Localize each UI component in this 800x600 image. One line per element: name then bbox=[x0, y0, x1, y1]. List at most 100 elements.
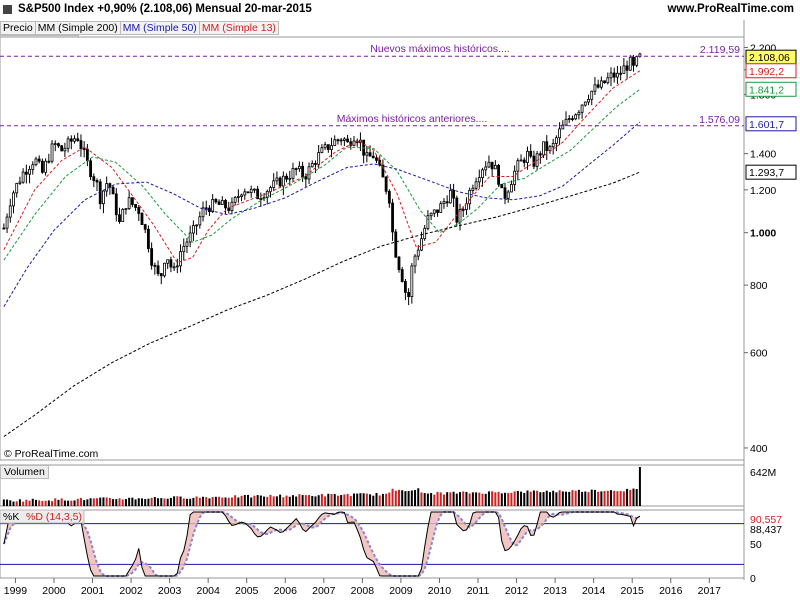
volume-bar-14 bbox=[47, 500, 50, 506]
candle-body-90 bbox=[291, 168, 295, 179]
volume-bar-91 bbox=[295, 496, 298, 506]
candle-body-123 bbox=[397, 256, 401, 271]
candle-body-35 bbox=[114, 193, 118, 216]
candle-body-41 bbox=[134, 204, 137, 208]
candle-body-29 bbox=[95, 180, 99, 183]
volume-bar-170 bbox=[548, 492, 551, 506]
volume-bar-177 bbox=[571, 490, 574, 506]
candle-body-66 bbox=[214, 199, 218, 203]
volume-bar-5 bbox=[18, 499, 21, 506]
candle-body-176 bbox=[567, 118, 571, 120]
candle-body-37 bbox=[121, 209, 125, 222]
volume-bar-185 bbox=[597, 491, 600, 506]
candle-body-155 bbox=[500, 183, 504, 189]
volume-bar-84 bbox=[272, 496, 275, 506]
volume-bar-140 bbox=[452, 491, 455, 506]
volume-bar-31 bbox=[102, 497, 105, 506]
candle-body-0 bbox=[2, 227, 6, 230]
candle-body-175 bbox=[564, 118, 568, 126]
candle-body-20 bbox=[66, 138, 70, 149]
volume-bar-197 bbox=[635, 489, 638, 506]
candle-body-102 bbox=[330, 145, 333, 150]
candle-body-162 bbox=[522, 159, 526, 163]
volume-bar-50 bbox=[163, 498, 166, 506]
volume-bar-179 bbox=[577, 489, 580, 506]
volume-bar-52 bbox=[169, 497, 172, 506]
price-tag-box-1 bbox=[745, 63, 797, 79]
candle-body-120 bbox=[387, 190, 391, 204]
volume-bar-115 bbox=[372, 495, 375, 506]
candle-body-172 bbox=[554, 137, 558, 144]
candle-body-136 bbox=[439, 203, 443, 213]
candle-body-134 bbox=[432, 209, 436, 214]
candle-body-151 bbox=[487, 161, 491, 168]
volume-bar-129 bbox=[417, 488, 420, 506]
candle-body-95 bbox=[307, 166, 311, 180]
volume-bar-29 bbox=[96, 498, 99, 506]
volume-bar-78 bbox=[253, 495, 256, 506]
legend-item-2[interactable]: MM (Simple 50) bbox=[120, 21, 200, 35]
volume-bar-167 bbox=[539, 492, 542, 506]
candle-body-27 bbox=[89, 160, 92, 178]
x-tick-label-0: 1999 bbox=[4, 585, 28, 597]
candle-body-43 bbox=[140, 213, 144, 225]
candle-body-57 bbox=[185, 241, 189, 247]
volume-bar-63 bbox=[205, 497, 208, 506]
volume-bar-3 bbox=[12, 501, 15, 506]
candle-body-122 bbox=[394, 231, 398, 258]
candle-body-21 bbox=[69, 138, 73, 142]
candle-body-72 bbox=[233, 196, 237, 203]
candle-body-7 bbox=[24, 171, 28, 175]
x-tick-label-8: 2007 bbox=[312, 585, 336, 597]
candle-body-42 bbox=[137, 207, 141, 214]
candle-body-137 bbox=[442, 201, 446, 205]
volume-bar-176 bbox=[568, 491, 571, 506]
site-link[interactable]: www.ProRealTime.com bbox=[667, 3, 794, 15]
candle-body-39 bbox=[127, 197, 131, 209]
y-tick-label-6: 800 bbox=[750, 280, 768, 292]
legend-item-3[interactable]: MM (Simple 13) bbox=[199, 21, 279, 35]
volume-bar-30 bbox=[99, 497, 102, 506]
volume-value: 642M bbox=[750, 467, 776, 479]
price-tag-text-0: 2.108,06 bbox=[749, 52, 790, 64]
volume-bar-181 bbox=[584, 491, 587, 506]
candle-body-128 bbox=[413, 255, 417, 267]
candle-body-11 bbox=[37, 158, 41, 162]
volume-bar-163 bbox=[526, 490, 529, 506]
volume-bar-75 bbox=[243, 494, 246, 506]
legend-item-0[interactable]: Precio bbox=[0, 21, 36, 35]
candle-body-126 bbox=[407, 291, 411, 297]
candle-body-98 bbox=[317, 152, 321, 165]
volume-bar-134 bbox=[433, 494, 436, 506]
candle-body-94 bbox=[304, 176, 308, 180]
volume-bar-132 bbox=[426, 493, 429, 506]
volume-bar-128 bbox=[414, 489, 417, 506]
volume-bar-55 bbox=[179, 496, 182, 506]
volume-bar-20 bbox=[67, 500, 70, 506]
volume-bar-159 bbox=[513, 491, 516, 506]
candle-body-140 bbox=[452, 189, 456, 199]
candle-body-24 bbox=[79, 140, 83, 150]
volume-bar-18 bbox=[60, 498, 63, 506]
volume-bar-114 bbox=[369, 494, 372, 506]
volume-bar-109 bbox=[353, 493, 356, 506]
candle-body-53 bbox=[172, 266, 176, 269]
volume-bar-80 bbox=[259, 495, 262, 506]
candle-body-109 bbox=[352, 140, 356, 146]
volume-bar-36 bbox=[118, 498, 121, 506]
volume-bar-151 bbox=[487, 491, 490, 506]
candle-body-45 bbox=[147, 228, 150, 249]
stoch-tick-label-0: 50 bbox=[750, 539, 762, 551]
candle-body-141 bbox=[455, 197, 459, 223]
x-tick-label-15: 2014 bbox=[582, 585, 606, 597]
volume-bar-121 bbox=[391, 488, 394, 506]
candle-body-96 bbox=[310, 163, 314, 168]
volume-bar-136 bbox=[439, 492, 442, 506]
candle-body-51 bbox=[166, 259, 170, 264]
candle-body-1 bbox=[5, 216, 9, 229]
volume-bar-83 bbox=[269, 494, 272, 506]
candle-body-135 bbox=[436, 209, 439, 213]
stoch-d-line bbox=[2, 511, 640, 577]
candle-body-133 bbox=[429, 212, 433, 217]
